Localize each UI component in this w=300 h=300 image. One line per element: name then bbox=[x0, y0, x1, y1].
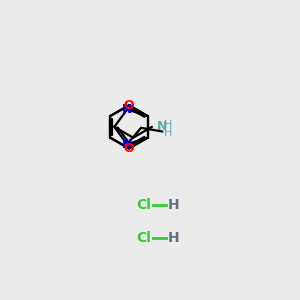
Text: Cl: Cl bbox=[136, 231, 151, 245]
Text: Cl: Cl bbox=[136, 198, 151, 212]
Text: N: N bbox=[158, 120, 168, 134]
Text: O: O bbox=[124, 99, 134, 112]
Text: H: H bbox=[164, 128, 173, 138]
Text: N: N bbox=[122, 103, 132, 116]
Text: H: H bbox=[168, 198, 179, 212]
Text: H: H bbox=[168, 231, 179, 245]
Text: N: N bbox=[122, 138, 132, 151]
Text: H: H bbox=[164, 119, 173, 130]
Text: O: O bbox=[124, 142, 134, 155]
